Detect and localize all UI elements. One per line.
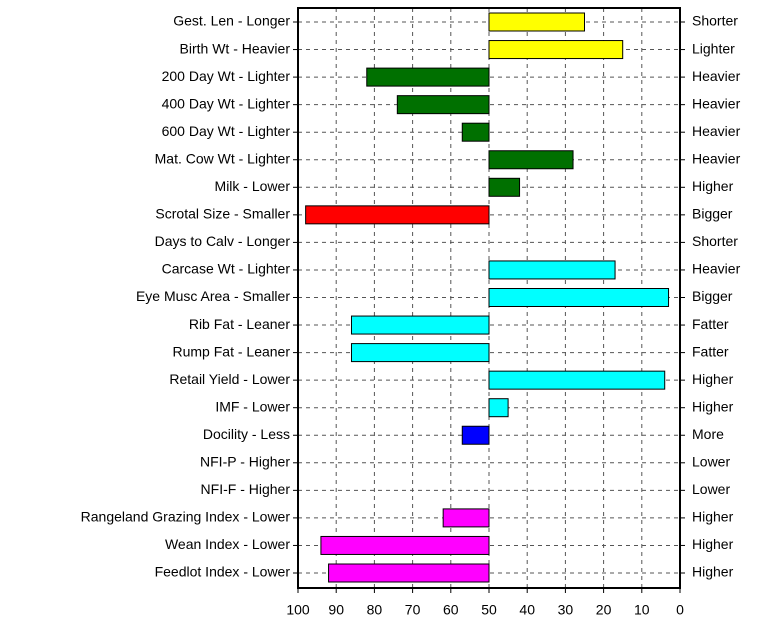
bar bbox=[366, 67, 490, 87]
bar bbox=[461, 425, 490, 445]
right-label: Lower bbox=[692, 454, 730, 470]
bar bbox=[461, 122, 490, 142]
bar bbox=[488, 12, 585, 32]
bar bbox=[305, 205, 490, 225]
right-label: Heavier bbox=[692, 150, 741, 166]
left-label: Docility - Less bbox=[203, 426, 290, 442]
x-tick-label: 40 bbox=[519, 602, 535, 618]
left-label: Rangeland Grazing Index - Lower bbox=[81, 509, 291, 525]
bar bbox=[396, 95, 490, 115]
x-tick-label: 50 bbox=[481, 602, 497, 618]
left-label: Gest. Len - Longer bbox=[173, 13, 290, 29]
x-tick-label: 100 bbox=[286, 602, 310, 618]
x-tick-label: 90 bbox=[328, 602, 344, 618]
left-label: 200 Day Wt - Lighter bbox=[162, 68, 291, 84]
right-label: Higher bbox=[692, 398, 734, 414]
left-label: Eye Musc Area - Smaller bbox=[136, 288, 290, 304]
bar bbox=[350, 343, 490, 363]
plot-frame bbox=[297, 7, 681, 589]
left-label: Birth Wt - Heavier bbox=[180, 40, 291, 56]
right-label: Higher bbox=[692, 564, 734, 580]
right-label: Heavier bbox=[692, 123, 741, 139]
right-label: Lower bbox=[692, 481, 730, 497]
bar bbox=[320, 535, 490, 555]
left-label: NFI-F - Higher bbox=[201, 481, 291, 497]
left-label: NFI-P - Higher bbox=[200, 454, 290, 470]
left-label: Mat. Cow Wt - Lighter bbox=[155, 150, 291, 166]
left-label: Carcase Wt - Lighter bbox=[162, 261, 291, 277]
right-label: Heavier bbox=[692, 261, 741, 277]
right-label: Bigger bbox=[692, 206, 733, 222]
bar bbox=[488, 288, 670, 307]
left-label: Wean Index - Lower bbox=[165, 536, 290, 552]
bar bbox=[328, 563, 490, 583]
bar bbox=[488, 260, 616, 280]
bar bbox=[488, 398, 509, 418]
right-label: Higher bbox=[692, 536, 734, 552]
right-label: Shorter bbox=[692, 13, 738, 29]
right-label: Heavier bbox=[692, 95, 741, 111]
left-label: Rump Fat - Leaner bbox=[173, 343, 291, 359]
right-label: Bigger bbox=[692, 288, 733, 304]
x-tick-label: 30 bbox=[558, 602, 574, 618]
left-label: Feedlot Index - Lower bbox=[155, 564, 291, 580]
right-label: Shorter bbox=[692, 233, 738, 249]
right-label: Higher bbox=[692, 178, 734, 194]
x-tick-label: 70 bbox=[405, 602, 421, 618]
x-tick-label: 0 bbox=[676, 602, 684, 618]
left-label: Milk - Lower bbox=[215, 178, 291, 194]
left-label: Retail Yield - Lower bbox=[169, 371, 290, 387]
x-tick-label: 60 bbox=[443, 602, 459, 618]
bar bbox=[488, 177, 521, 197]
x-tick-label: 20 bbox=[596, 602, 612, 618]
left-label: IMF - Lower bbox=[215, 398, 290, 414]
bar bbox=[488, 370, 666, 390]
left-label: 600 Day Wt - Lighter bbox=[162, 123, 291, 139]
right-label: Higher bbox=[692, 371, 734, 387]
bar bbox=[488, 40, 624, 60]
left-label: Rib Fat - Leaner bbox=[189, 316, 290, 332]
right-label: Higher bbox=[692, 509, 734, 525]
right-label: Heavier bbox=[692, 68, 741, 84]
x-tick-label: 80 bbox=[367, 602, 383, 618]
right-label: Lighter bbox=[692, 40, 735, 56]
left-label: Scrotal Size - Smaller bbox=[155, 206, 290, 222]
left-label: Days to Calv - Longer bbox=[155, 233, 291, 249]
bar bbox=[488, 150, 574, 170]
right-label: Fatter bbox=[692, 343, 729, 359]
bar bbox=[442, 508, 490, 528]
right-label: More bbox=[692, 426, 724, 442]
right-label: Fatter bbox=[692, 316, 729, 332]
bar bbox=[350, 315, 490, 335]
left-label: 400 Day Wt - Lighter bbox=[162, 95, 291, 111]
x-tick-label: 10 bbox=[634, 602, 650, 618]
